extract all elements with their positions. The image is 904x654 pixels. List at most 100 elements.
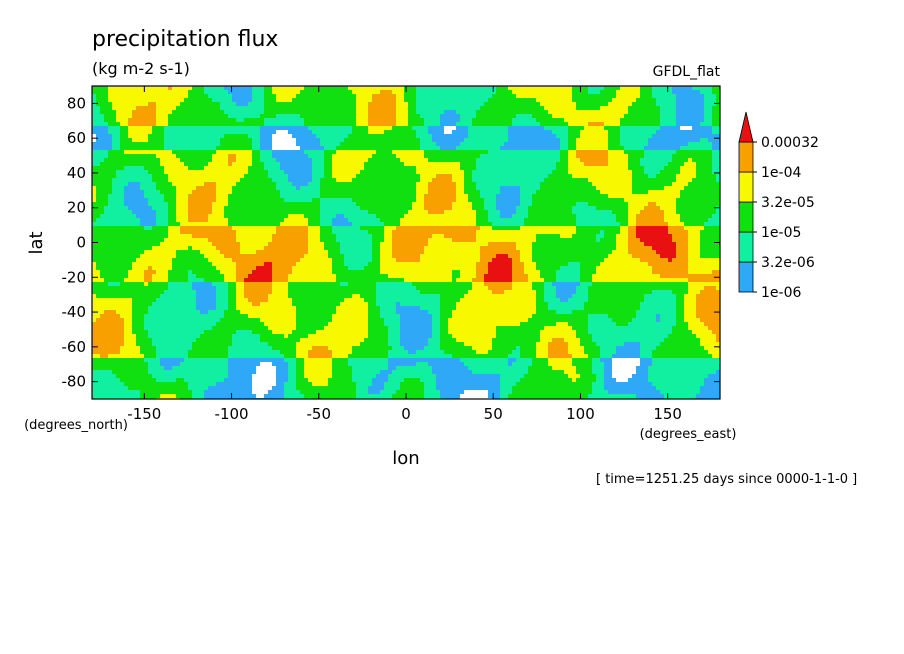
field-cell <box>272 202 277 207</box>
field-cell <box>428 122 433 127</box>
field-cell <box>112 150 117 155</box>
field-cell <box>148 182 153 187</box>
field-cell <box>220 186 225 191</box>
field-cell <box>244 130 249 135</box>
field-cell <box>632 118 637 123</box>
field-cell <box>464 130 469 135</box>
field-cell <box>312 158 317 163</box>
field-cell <box>420 194 425 199</box>
field-cell <box>304 158 309 163</box>
field-cell <box>636 198 641 203</box>
field-cell <box>236 126 241 131</box>
field-cell <box>372 94 377 99</box>
field-cell <box>604 158 609 163</box>
field-cell <box>164 126 169 131</box>
field-cell <box>160 114 165 119</box>
field-cell <box>636 182 641 187</box>
field-cell <box>596 134 601 139</box>
field-cell <box>288 134 293 139</box>
field-cell <box>368 122 373 127</box>
field-cell <box>328 190 333 195</box>
field-cell <box>400 182 405 187</box>
field-cell <box>172 118 177 123</box>
field-cell <box>500 162 505 167</box>
field-cell <box>560 162 565 167</box>
field-cell <box>648 174 653 179</box>
field-cell <box>224 210 229 215</box>
field-cell <box>204 210 209 215</box>
field-cell <box>268 130 273 135</box>
field-cell <box>436 106 441 111</box>
field-cell <box>520 166 525 171</box>
field-cell <box>292 126 297 131</box>
field-cell <box>700 90 705 95</box>
field-cell <box>624 178 629 183</box>
field-cell <box>420 106 425 111</box>
field-cell <box>116 94 121 99</box>
field-cell <box>332 114 337 119</box>
field-cell <box>192 114 197 119</box>
field-cell <box>356 158 361 163</box>
field-cell <box>412 198 417 203</box>
field-cell <box>112 194 117 199</box>
field-cell <box>488 206 493 211</box>
field-cell <box>192 198 197 203</box>
field-cell <box>496 178 501 183</box>
field-cell <box>424 178 429 183</box>
field-cell <box>576 162 581 167</box>
field-cell <box>272 98 277 103</box>
field-cell <box>120 138 125 143</box>
field-cell <box>392 98 397 103</box>
field-cell <box>620 86 625 91</box>
field-cell <box>616 126 621 131</box>
field-cell <box>380 210 385 215</box>
field-cell <box>700 158 705 163</box>
field-cell <box>524 134 529 139</box>
field-cell <box>176 186 181 191</box>
field-cell <box>560 202 565 207</box>
field-cell <box>544 166 549 171</box>
field-cell <box>284 142 289 147</box>
field-cell <box>572 130 577 135</box>
field-cell <box>244 194 249 199</box>
field-cell <box>256 90 261 95</box>
field-cell <box>600 170 605 175</box>
field-cell <box>636 118 641 123</box>
field-cell <box>532 162 537 167</box>
field-cell <box>184 122 189 127</box>
field-cell <box>624 190 629 195</box>
field-cell <box>520 170 525 175</box>
field-cell <box>220 202 225 207</box>
field-cell <box>144 98 149 103</box>
field-cell <box>664 138 669 143</box>
field-cell <box>564 174 569 179</box>
field-cell <box>308 206 313 211</box>
field-cell <box>592 198 597 203</box>
field-cell <box>144 174 149 179</box>
field-cell <box>436 146 441 151</box>
field-cell <box>268 114 273 119</box>
field-cell <box>256 110 261 115</box>
field-cell <box>572 174 577 179</box>
field-cell <box>464 190 469 195</box>
field-cell <box>544 210 549 215</box>
field-cell <box>628 194 633 199</box>
field-cell <box>184 202 189 207</box>
field-cell <box>120 190 125 195</box>
field-cell <box>264 122 269 127</box>
field-cell <box>164 154 169 159</box>
field-cell <box>428 198 433 203</box>
field-cell <box>492 162 497 167</box>
field-cell <box>524 138 529 143</box>
field-cell <box>180 198 185 203</box>
field-cell <box>672 122 677 127</box>
field-cell <box>412 134 417 139</box>
field-cell <box>528 98 533 103</box>
field-cell <box>616 162 621 167</box>
field-cell <box>320 206 325 211</box>
field-cell <box>128 86 133 91</box>
field-cell <box>92 138 97 143</box>
field-cell <box>400 142 405 147</box>
field-cell <box>440 174 445 179</box>
field-cell <box>508 206 513 211</box>
